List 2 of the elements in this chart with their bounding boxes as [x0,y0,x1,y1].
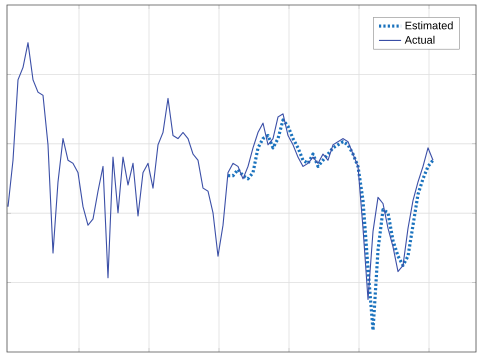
legend-label: Actual [404,36,434,44]
legend-label: Estimated [406,21,453,30]
